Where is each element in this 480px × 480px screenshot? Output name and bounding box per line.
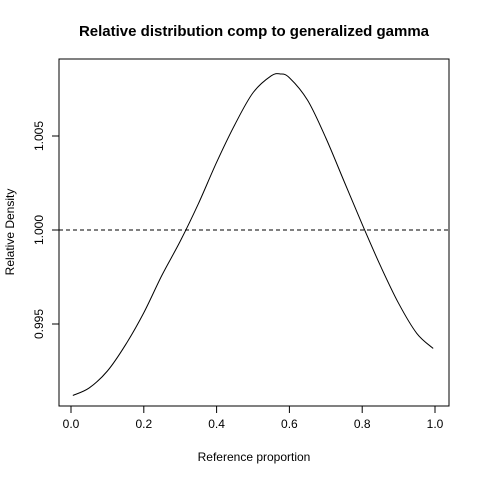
density-curve bbox=[72, 73, 434, 396]
x-tick-label: 0.2 bbox=[135, 417, 152, 431]
x-tick-label: 0.0 bbox=[63, 417, 80, 431]
chart-title: Relative distribution comp to generalize… bbox=[79, 23, 430, 40]
y-tick-label: 0.995 bbox=[32, 309, 46, 339]
x-axis: 0.0 0.2 0.4 0.6 0.8 1.0 bbox=[63, 405, 444, 431]
x-tick-label: 1.0 bbox=[427, 417, 444, 431]
x-tick-label: 0.4 bbox=[208, 417, 225, 431]
x-tick-label: 0.6 bbox=[281, 417, 298, 431]
x-axis-label: Reference proportion bbox=[198, 450, 311, 464]
y-axis: 0.995 1.000 1.005 bbox=[32, 121, 60, 339]
x-tick-label: 0.8 bbox=[354, 417, 371, 431]
y-tick-label: 1.000 bbox=[32, 215, 46, 245]
plot-frame bbox=[58, 58, 450, 407]
y-tick-label: 1.005 bbox=[32, 121, 46, 151]
y-axis-label: Relative Density bbox=[3, 189, 17, 276]
